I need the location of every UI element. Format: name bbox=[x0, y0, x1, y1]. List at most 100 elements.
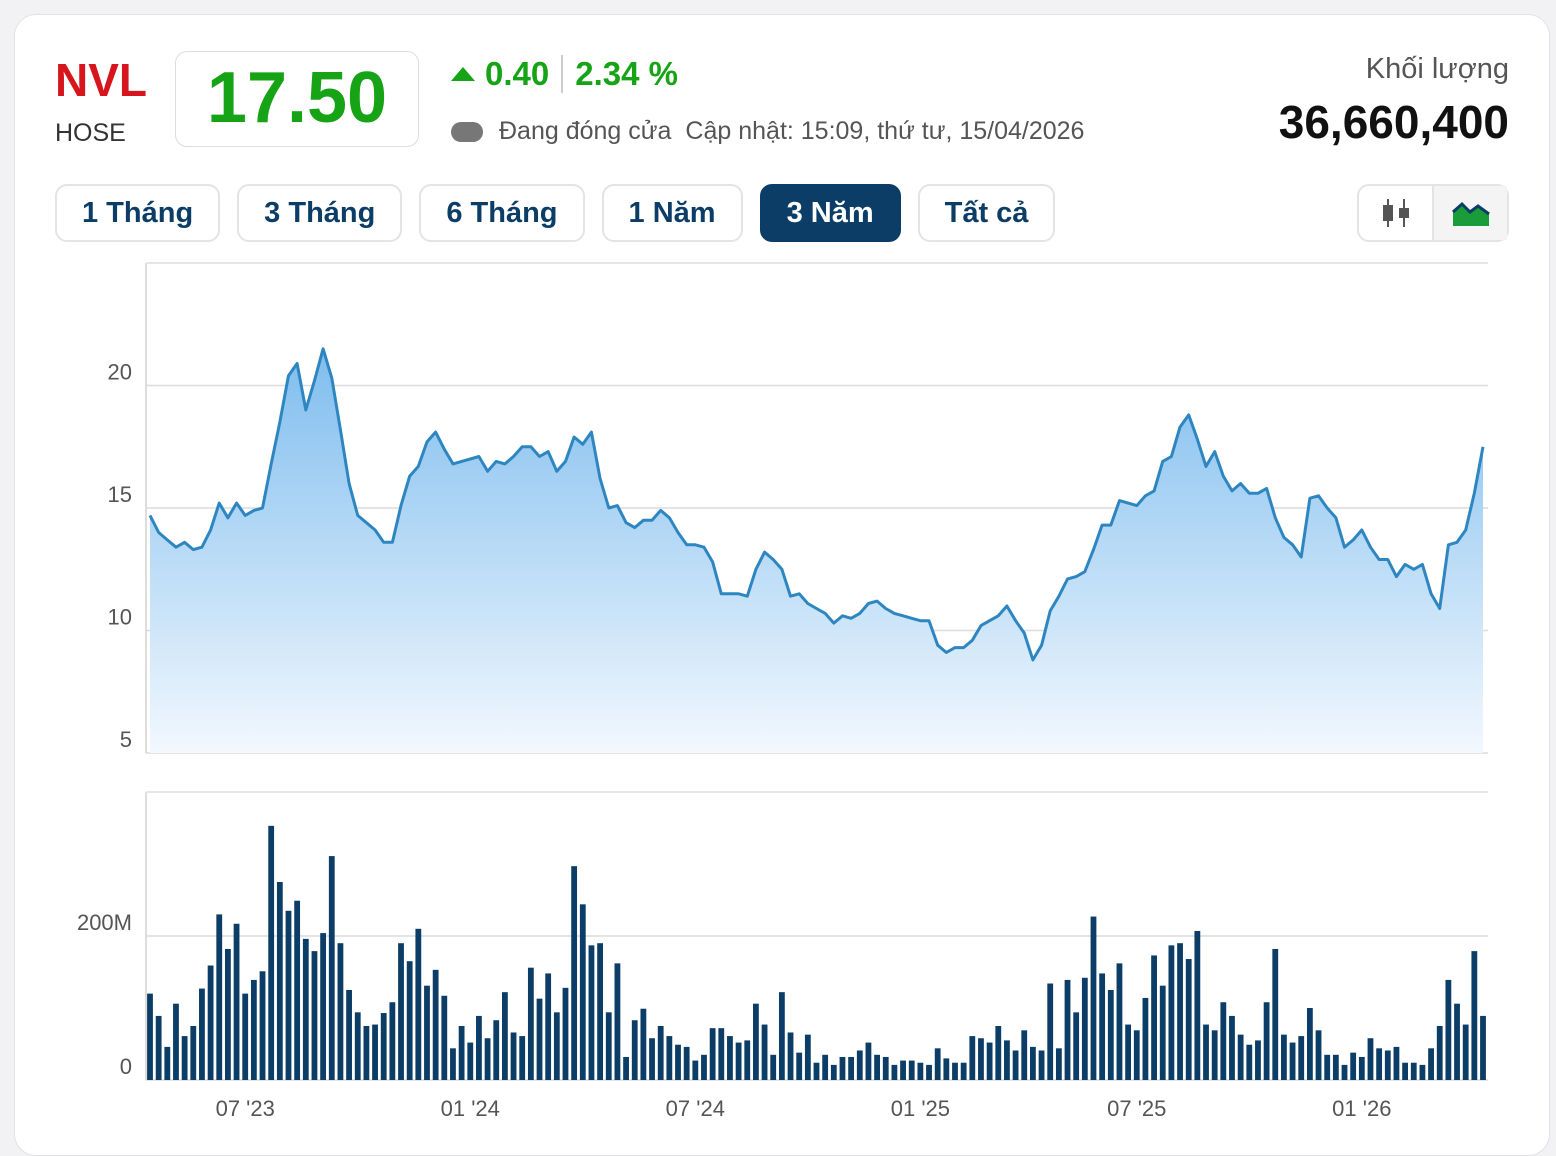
volume-bar bbox=[952, 1062, 958, 1080]
volume-bar bbox=[1324, 1054, 1331, 1080]
volume-bar bbox=[657, 1026, 664, 1080]
volume-bar bbox=[597, 943, 604, 1080]
price-line bbox=[148, 347, 1485, 662]
area-toggle[interactable] bbox=[1432, 186, 1507, 240]
range-button[interactable]: 1 Năm bbox=[601, 184, 743, 242]
change: 0.40 bbox=[485, 55, 550, 92]
volume-bar bbox=[960, 1062, 967, 1080]
volume-bar bbox=[1298, 1036, 1305, 1080]
volume-bar bbox=[476, 1015, 482, 1080]
volume-bar bbox=[398, 943, 404, 1080]
volume-bar bbox=[1384, 1050, 1391, 1080]
volume-bar bbox=[969, 1036, 976, 1080]
y-tick-label: 5 bbox=[120, 727, 132, 752]
volume-bar bbox=[709, 1028, 716, 1080]
volume-bar bbox=[155, 1015, 162, 1080]
volume-bar bbox=[424, 985, 430, 1080]
volume-bar bbox=[978, 1038, 984, 1080]
volume-bar bbox=[787, 1032, 794, 1080]
volume-bar bbox=[1289, 1042, 1296, 1080]
volume-bar bbox=[1246, 1044, 1253, 1080]
volume-bar bbox=[225, 948, 231, 1080]
volume-bar bbox=[1073, 1012, 1080, 1080]
range-button[interactable]: Tất cả bbox=[917, 184, 1056, 242]
volume-bar bbox=[848, 1056, 855, 1080]
volume-bar bbox=[259, 971, 266, 1080]
range-button[interactable]: 1 Tháng bbox=[55, 184, 221, 242]
volume-bar bbox=[856, 1050, 863, 1080]
volume-bar bbox=[986, 1042, 993, 1080]
volume-bar bbox=[302, 938, 309, 1080]
volume-bar bbox=[1107, 990, 1114, 1080]
volume-bar bbox=[1350, 1052, 1357, 1080]
volume-bar bbox=[328, 856, 335, 1080]
volume-bar bbox=[623, 1056, 629, 1080]
volume-bar bbox=[1099, 973, 1106, 1080]
volume-bar bbox=[839, 1056, 846, 1080]
volume-bar bbox=[173, 1003, 179, 1080]
volume-bar bbox=[943, 1058, 950, 1080]
volume-bar bbox=[1237, 1034, 1244, 1080]
volume-bar bbox=[450, 1048, 456, 1080]
volume-bar bbox=[1055, 1048, 1062, 1080]
volume-bar bbox=[579, 904, 586, 1080]
y-tick-label: 0 bbox=[120, 1054, 132, 1079]
volume-bar bbox=[900, 1060, 906, 1080]
volume-bar bbox=[233, 923, 240, 1080]
volume-bar bbox=[666, 1036, 673, 1080]
volume-bar bbox=[1133, 1030, 1140, 1080]
volume-bar bbox=[1376, 1048, 1383, 1080]
y-tick-label: 200M bbox=[77, 910, 132, 935]
volume-bar bbox=[432, 969, 439, 1080]
candlestick-toggle[interactable] bbox=[1359, 186, 1432, 240]
volume-bar bbox=[1454, 1003, 1460, 1080]
volume-bar bbox=[1194, 930, 1201, 1080]
volume-bar bbox=[1159, 985, 1166, 1080]
volume-bar bbox=[1177, 943, 1183, 1080]
volume-bar bbox=[614, 963, 621, 1080]
volume-bar bbox=[1168, 945, 1175, 1080]
volume-bar bbox=[484, 1038, 491, 1080]
volume-bar bbox=[804, 1034, 811, 1080]
volume-bar bbox=[1358, 1056, 1365, 1080]
status: Đang đóng cửa bbox=[499, 117, 672, 145]
volume-bar bbox=[147, 993, 153, 1080]
volume-bar bbox=[934, 1048, 941, 1080]
volume-bar bbox=[865, 1042, 872, 1080]
volume: 36,660,400 bbox=[1278, 96, 1509, 148]
area-icon bbox=[1451, 201, 1490, 226]
range-button[interactable]: 3 Tháng bbox=[237, 184, 403, 242]
volume-bar bbox=[1332, 1054, 1339, 1080]
volume-bar bbox=[1341, 1064, 1348, 1080]
y-tick-label: 15 bbox=[108, 482, 132, 507]
volume-bar bbox=[718, 1028, 725, 1080]
range-button[interactable]: 3 Năm bbox=[759, 184, 901, 242]
volume-bar bbox=[683, 1046, 690, 1080]
chart-toggle bbox=[1357, 184, 1509, 242]
volume-bar bbox=[701, 1054, 707, 1080]
y-tick-label: 20 bbox=[108, 360, 132, 385]
volume-bar bbox=[250, 979, 257, 1080]
x-tick-label: 01 '24 bbox=[441, 1096, 500, 1121]
volume-bar bbox=[605, 1012, 612, 1080]
volume-bar bbox=[285, 910, 292, 1080]
range-button[interactable]: 6 Tháng bbox=[419, 184, 585, 242]
volume-bar bbox=[1185, 959, 1192, 1080]
volume-bar bbox=[1203, 1024, 1209, 1080]
volume-bar bbox=[242, 993, 249, 1080]
volume-bar bbox=[380, 1013, 387, 1080]
range-buttons: 1 Tháng 3 Tháng 6 Tháng 1 Năm 3 Năm Tất cả bbox=[55, 184, 1056, 242]
volume-bar bbox=[467, 1042, 474, 1080]
charts: 5 10 15 20 0 200M 07 '23 01 '24 07 '24 01 '25 07 '… bbox=[77, 262, 1488, 1121]
price: 17.50 bbox=[175, 51, 419, 147]
status-dot bbox=[451, 121, 483, 142]
volume-bar bbox=[562, 987, 569, 1080]
volume-bar bbox=[649, 1038, 655, 1080]
volume-bar bbox=[874, 1054, 880, 1080]
volume-bar bbox=[1064, 979, 1071, 1080]
volume-bar bbox=[770, 1054, 777, 1080]
volume-bar bbox=[631, 1020, 638, 1080]
volume-bar bbox=[406, 961, 413, 1080]
volume-bar bbox=[1151, 955, 1157, 1080]
volume-bar bbox=[501, 992, 508, 1080]
